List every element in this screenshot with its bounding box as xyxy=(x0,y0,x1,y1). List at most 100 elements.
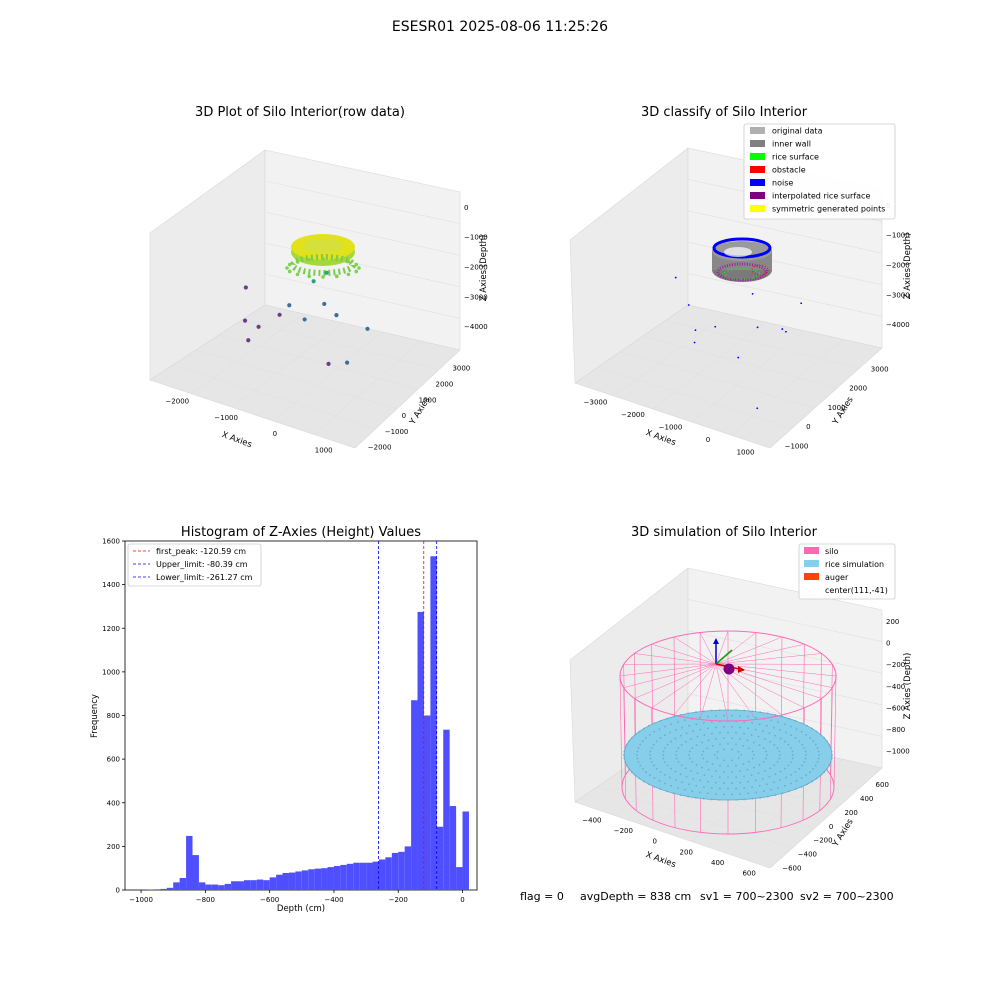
rice-point xyxy=(823,771,825,774)
rice-point xyxy=(662,754,664,756)
rice-point xyxy=(655,740,658,743)
silo-wall-line xyxy=(833,675,837,788)
rice-point xyxy=(711,732,713,735)
y-tick-label: 1400 xyxy=(102,581,120,589)
noise-point xyxy=(714,325,717,328)
rice-point xyxy=(664,761,666,763)
rice-point xyxy=(766,712,769,715)
gridline xyxy=(272,331,383,422)
rice-point xyxy=(828,764,831,767)
rice-point xyxy=(784,767,786,770)
ring-inner xyxy=(303,239,343,253)
rice-point xyxy=(648,783,650,786)
rice-point xyxy=(676,721,679,724)
y-tick-label: 400 xyxy=(860,795,873,803)
histogram-bar xyxy=(378,859,386,890)
y-tick-label: 1200 xyxy=(102,625,120,633)
rice-point xyxy=(762,760,765,763)
z-tick-label: −4000 xyxy=(464,323,488,331)
rice-point xyxy=(637,747,640,749)
x-tick-label: 0 xyxy=(273,430,277,438)
rice-point xyxy=(639,764,642,767)
gridline xyxy=(691,330,805,423)
histogram-bar xyxy=(263,880,270,890)
histogram-bar xyxy=(462,811,469,890)
y-tick-label: −400 xyxy=(798,851,817,859)
data-point xyxy=(324,270,329,275)
z-tick-label: 200 xyxy=(886,618,899,626)
silo-roof-line xyxy=(673,636,717,665)
rice-point xyxy=(800,730,803,733)
legend-swatch xyxy=(750,127,765,134)
gridline xyxy=(313,340,422,435)
legend-entries: silo rice simulation auger center(111,-41) xyxy=(804,547,888,595)
panel-histogram: Histogram of Z-Axies (Height) Values −10… xyxy=(90,525,478,914)
rice-point xyxy=(765,750,768,753)
rice-point xyxy=(795,780,798,782)
rice-point xyxy=(636,750,639,753)
rice-point xyxy=(790,734,793,737)
rice-point xyxy=(650,747,653,749)
rice-point xyxy=(631,736,633,739)
y-tick-label: 0 xyxy=(116,887,120,895)
rice-point xyxy=(731,714,733,717)
histogram-bar xyxy=(423,715,431,890)
rice-point xyxy=(674,737,677,740)
rice-point xyxy=(723,737,725,740)
rice-point xyxy=(670,767,672,770)
rice-point xyxy=(731,759,733,762)
rice-point xyxy=(757,735,760,738)
rice-point xyxy=(674,779,677,781)
rice-point xyxy=(789,725,792,728)
auger-marker xyxy=(713,638,745,675)
rice-point xyxy=(751,786,754,788)
rice-point xyxy=(761,777,764,780)
rice-point xyxy=(739,781,742,784)
rice-point xyxy=(714,715,717,717)
rice-point xyxy=(766,724,768,727)
rice-point xyxy=(694,796,697,799)
rice-point xyxy=(718,776,721,779)
histogram-bar xyxy=(327,867,334,890)
silo-roof-line xyxy=(651,663,717,709)
rice-point xyxy=(790,773,793,776)
noise-point xyxy=(694,329,697,332)
rice-point xyxy=(676,786,679,789)
rice-point xyxy=(711,775,713,778)
rice-point xyxy=(727,742,729,745)
silo-roof-line xyxy=(699,632,717,665)
rice-point xyxy=(727,765,729,768)
rice-point xyxy=(707,768,710,771)
rice-point xyxy=(737,757,740,760)
rice-point xyxy=(805,774,808,777)
rice-point xyxy=(652,743,655,746)
rice-point xyxy=(649,750,652,753)
rice-point xyxy=(805,754,807,756)
histogram-bar xyxy=(443,729,450,890)
rice-point xyxy=(698,791,701,794)
rice-point xyxy=(831,754,833,756)
rice-point xyxy=(723,726,725,728)
silo-wall-line xyxy=(619,675,623,788)
rice-point xyxy=(783,784,786,787)
rice-point xyxy=(687,712,690,715)
rice-point xyxy=(685,767,687,770)
x-tick-label: 0 xyxy=(706,436,710,444)
rice-point xyxy=(714,793,717,795)
legend-swatch xyxy=(750,179,765,186)
rice-point xyxy=(623,757,626,760)
rice-point xyxy=(719,743,721,746)
rice-point xyxy=(819,774,822,777)
rice-point xyxy=(800,785,803,788)
noise-point xyxy=(800,302,803,305)
rice-point xyxy=(750,774,753,776)
rice-point xyxy=(739,793,742,795)
rice-point xyxy=(675,750,678,753)
rice-point xyxy=(746,739,749,742)
histogram-bar xyxy=(160,888,167,890)
panel-simulation: 3D simulation of Silo Interior −400 −200 0… xyxy=(569,525,913,878)
legend-label: original data xyxy=(772,127,823,136)
rice-point xyxy=(664,747,666,749)
rice-point xyxy=(648,733,651,736)
rice-point xyxy=(702,797,705,800)
